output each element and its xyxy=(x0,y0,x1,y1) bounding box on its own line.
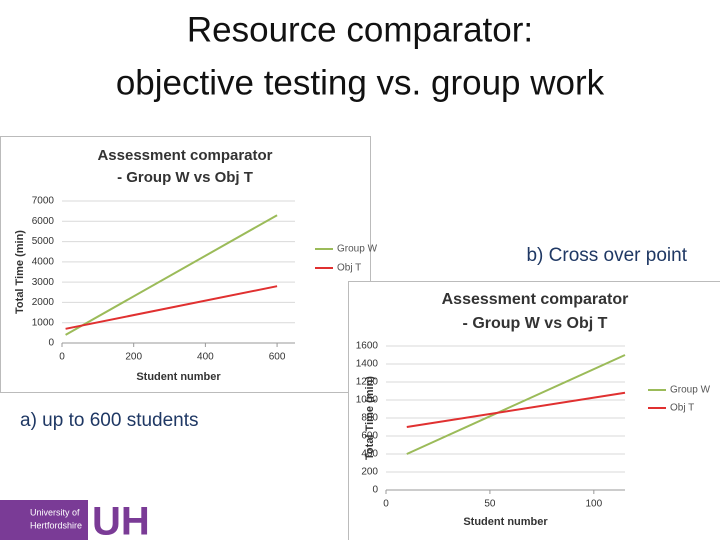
x-axis-label: Student number xyxy=(136,371,221,383)
y-tick-label: 200 xyxy=(361,467,378,478)
x-tick-label: 600 xyxy=(269,352,286,363)
x-tick-label: 0 xyxy=(59,352,65,363)
slide-title: Resource comparator: xyxy=(187,10,533,49)
caption: b) Cross over point xyxy=(526,245,687,266)
x-tick-label: 400 xyxy=(197,352,214,363)
logo-text: Hertfordshire xyxy=(30,520,82,530)
x-tick-label: 200 xyxy=(125,352,142,363)
caption: a) up to 600 students xyxy=(20,410,199,431)
legend-label: Group W xyxy=(337,244,378,255)
x-axis-label: Student number xyxy=(463,516,548,528)
y-tick-label: 0 xyxy=(372,485,378,496)
slide-title: objective testing vs. group work xyxy=(116,63,605,102)
y-tick-label: 5000 xyxy=(32,236,55,247)
y-tick-label: 0 xyxy=(48,338,54,349)
x-tick-label: 50 xyxy=(484,499,496,510)
chart-title: Assessment comparator xyxy=(97,147,272,164)
x-tick-label: 0 xyxy=(383,499,389,510)
y-tick-label: 1400 xyxy=(356,359,379,370)
x-tick-label: 100 xyxy=(585,499,602,510)
y-tick-label: 1000 xyxy=(32,317,55,328)
chart-title: - Group W vs Obj T xyxy=(117,169,253,186)
y-axis-label: Total Time (min) xyxy=(364,376,376,460)
y-tick-label: 4000 xyxy=(32,256,55,267)
y-tick-label: 3000 xyxy=(32,277,55,288)
y-tick-label: 1600 xyxy=(356,341,379,352)
y-tick-label: 2000 xyxy=(32,297,55,308)
legend-label: Obj T xyxy=(670,403,694,414)
y-tick-label: 6000 xyxy=(32,216,55,227)
chart-title: - Group W vs Obj T xyxy=(463,315,608,332)
y-tick-label: 7000 xyxy=(32,196,55,207)
y-axis-label: Total Time (min) xyxy=(14,230,26,314)
legend-label: Obj T xyxy=(337,263,361,274)
logo-mark: UH xyxy=(92,500,150,540)
logo-text: University of xyxy=(30,507,80,517)
legend-label: Group W xyxy=(670,385,711,396)
chart-title: Assessment comparator xyxy=(442,291,629,308)
